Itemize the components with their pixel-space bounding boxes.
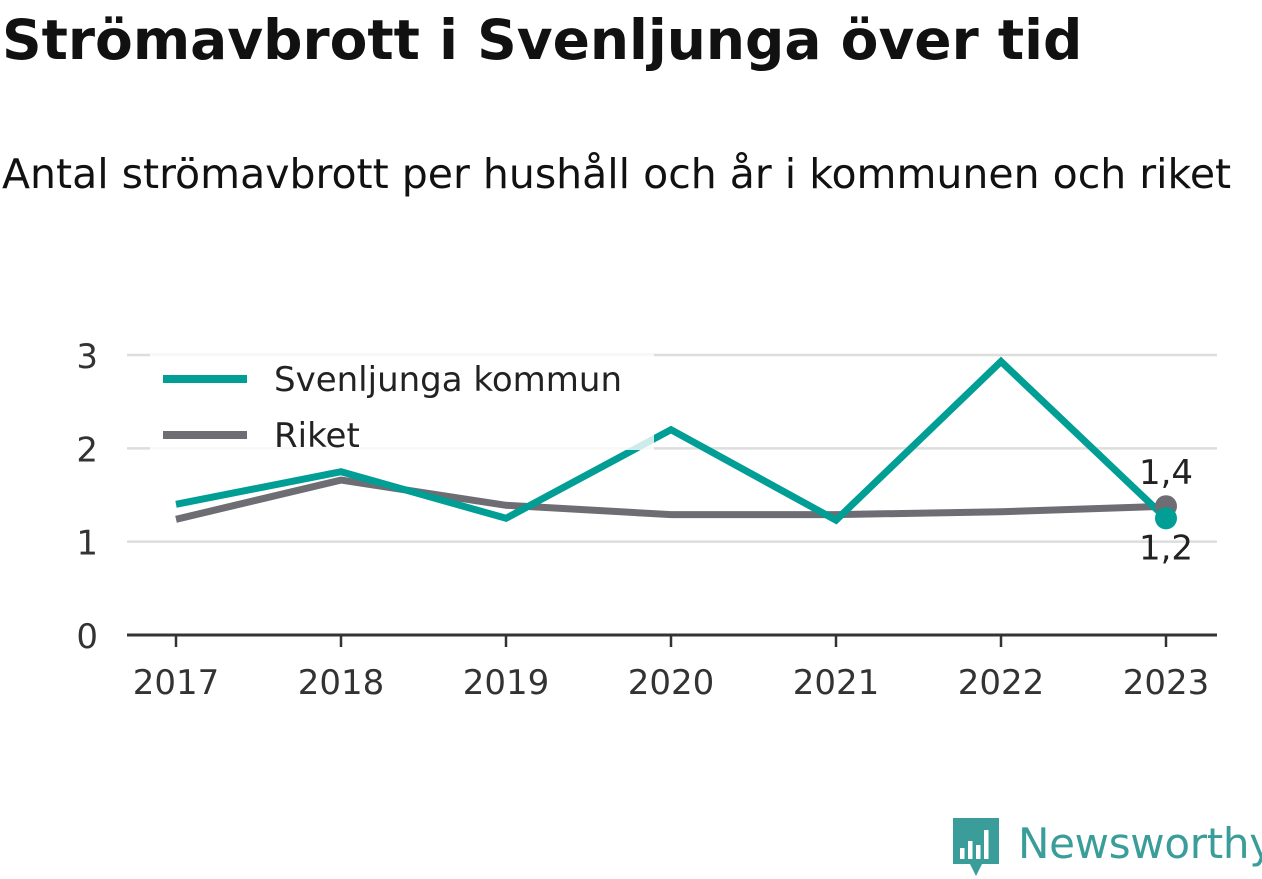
x-axis-tick-labels: 2017 2018 2019 2020 2021 2022 2023	[133, 663, 1210, 703]
end-point-svenljunga-kommun	[1155, 507, 1177, 530]
logo-wordmark: Newsworthy	[1018, 819, 1262, 868]
y-tick-label: 2	[76, 430, 98, 470]
y-tick-label: 3	[76, 337, 98, 377]
end-label-svenljunga-kommun: 1,2	[1139, 528, 1193, 568]
end-label-riket: 1,4	[1139, 453, 1193, 493]
y-tick-label: 1	[76, 524, 98, 564]
legend-label: Svenljunga kommun	[274, 360, 622, 400]
legend-label: Riket	[274, 416, 360, 456]
x-tick-label: 2020	[628, 663, 715, 703]
chart-subtitle: Antal strömavbrott per hushåll och år i …	[2, 150, 1232, 198]
y-tick-label: 0	[76, 617, 98, 657]
series-line-riket	[175, 476, 1167, 523]
x-tick-label: 2021	[793, 663, 880, 703]
newsworthy-logo: Newsworthy	[951, 816, 1262, 878]
x-tick-label: 2017	[133, 663, 220, 703]
y-axis-tick-labels: 0 1 2 3	[76, 337, 98, 657]
series-lines	[175, 356, 1169, 525]
x-axis	[127, 633, 1217, 647]
newsworthy-logo-icon	[953, 818, 999, 876]
legend: Svenljunga kommun Riket	[150, 354, 654, 456]
x-tick-label: 2023	[1123, 663, 1210, 703]
x-tick-label: 2018	[298, 663, 385, 703]
x-tick-label: 2019	[463, 663, 550, 703]
end-point-markers: 1,4 1,2	[1139, 453, 1193, 568]
x-tick-label: 2022	[958, 663, 1045, 703]
chart-title: Strömavbrott i Svenljunga över tid	[2, 8, 1083, 72]
series-line-svenljunga-kommun	[175, 356, 1169, 525]
